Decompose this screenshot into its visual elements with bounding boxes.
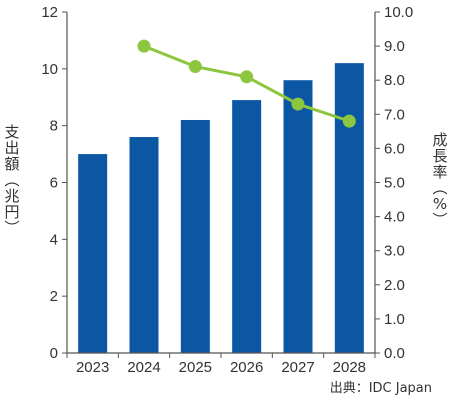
x-tick-label: 2026 — [230, 359, 263, 376]
right-tick-label: 1.0 — [384, 311, 405, 328]
right-tick-label: 5.0 — [384, 175, 405, 192]
x-axis-ticks: 2023 2024 2025 2026 2027 2028 — [66, 353, 376, 376]
growth-point-2027 — [291, 97, 305, 111]
x-tick-label: 2027 — [281, 359, 314, 376]
right-axis-ticks: 0.0 1.0 2.0 3.0 4.0 5.0 6.0 7.0 8.0 9.0 10.0 — [375, 4, 413, 362]
right-tick-label: 10.0 — [384, 4, 413, 21]
right-tick-label: 4.0 — [384, 209, 405, 226]
left-axis-ticks: 0 2 4 6 8 10 12 — [41, 4, 67, 362]
growth-line-series — [137, 39, 356, 128]
bar-2024 — [129, 137, 159, 353]
left-tick-label: 10 — [41, 61, 58, 78]
bar-2023 — [78, 154, 108, 353]
x-tick-label: 2028 — [333, 359, 366, 376]
right-tick-label: 0.0 — [384, 345, 405, 362]
growth-point-2025 — [188, 60, 202, 74]
left-tick-label: 4 — [50, 231, 58, 248]
bar-series — [78, 63, 364, 354]
bar-2026 — [232, 100, 262, 353]
right-tick-label: 6.0 — [384, 140, 405, 157]
right-tick-label: 3.0 — [384, 243, 405, 260]
bar-2025 — [180, 119, 210, 353]
left-tick-label: 2 — [50, 288, 58, 305]
left-tick-label: 6 — [50, 175, 58, 192]
left-title-text: 支出額︵兆円︶ — [4, 123, 19, 237]
right-title-text: 成長率︵% ︶ — [432, 131, 447, 229]
source-note: 出典：IDC Japan — [330, 381, 432, 396]
x-tick-label: 2024 — [127, 359, 160, 376]
left-tick-label: 0 — [50, 345, 58, 362]
right-tick-label: 9.0 — [384, 38, 405, 55]
x-tick-label: 2023 — [76, 359, 109, 376]
left-axis-title: 支出額︵兆円︶ — [4, 123, 19, 237]
right-tick-label: 8.0 — [384, 72, 405, 89]
x-tick-label: 2025 — [179, 359, 212, 376]
growth-point-2028 — [342, 114, 356, 128]
axes — [66, 12, 376, 354]
left-tick-label: 12 — [41, 4, 58, 21]
right-axis-title: 成長率︵% ︶ — [432, 131, 447, 229]
right-tick-label: 2.0 — [384, 277, 405, 294]
bar-2027 — [283, 80, 313, 353]
right-tick-label: 7.0 — [384, 106, 405, 123]
growth-point-2024 — [137, 39, 151, 53]
bar-2028 — [334, 63, 364, 354]
left-tick-label: 8 — [50, 118, 58, 135]
growth-point-2026 — [240, 70, 254, 84]
